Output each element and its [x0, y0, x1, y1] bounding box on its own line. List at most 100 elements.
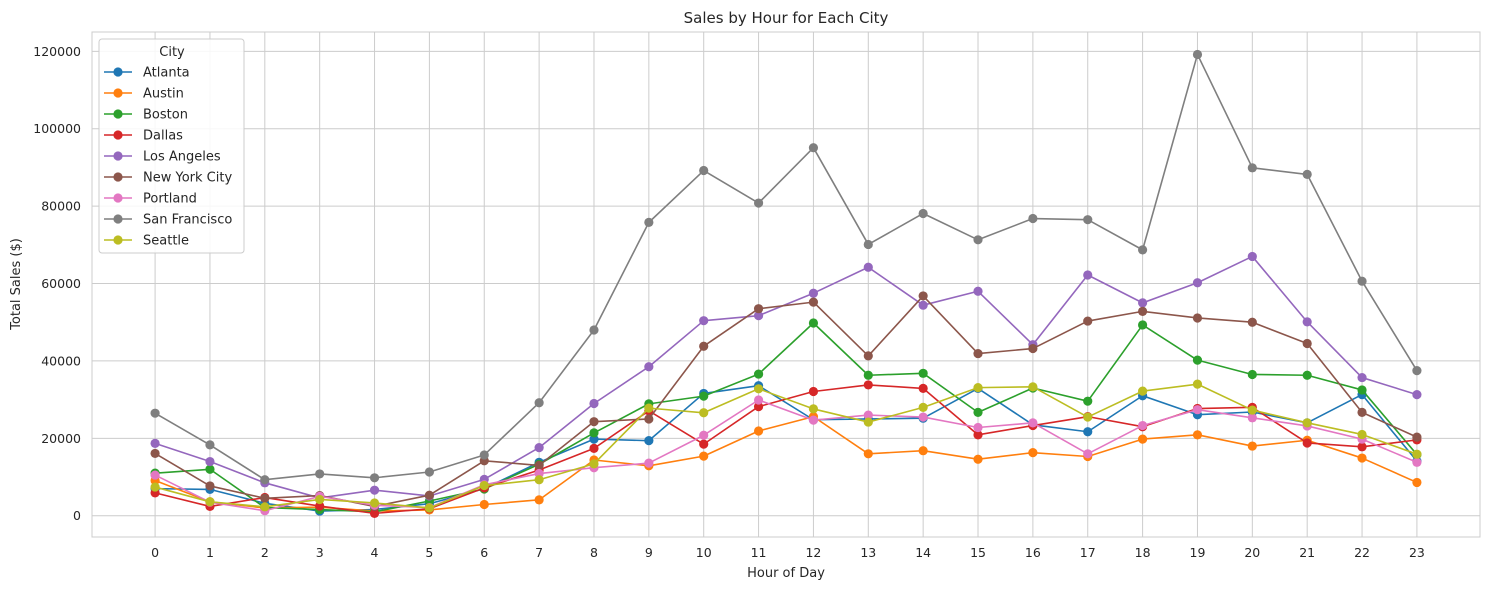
data-point-seattle [973, 383, 983, 393]
data-point-san-francisco [808, 143, 819, 153]
data-point-los-angeles [1247, 251, 1257, 262]
data-point-new-york-city [1412, 432, 1422, 442]
data-point-austin [753, 426, 764, 436]
legend-frame [98, 38, 245, 254]
data-point-seattle [479, 480, 489, 491]
x-axis-ticks: 0 1 2 3 4 5 6 7 8 9 10 11 12 13 14 15 16 17 18 19 20 21 22 23 [151, 545, 1425, 560]
data-point-los-angeles [1357, 372, 1367, 383]
series-line-san-francisco [154, 53, 1418, 481]
data-point-san-francisco [1357, 276, 1367, 286]
x-tick-label: 23 [1409, 545, 1425, 560]
data-point-san-francisco [973, 235, 983, 245]
data-point-new-york-city [150, 448, 160, 459]
y-axis-ticks: 0 20000 40000 60000 80000 100000 120000 [33, 44, 81, 523]
series-group [150, 49, 1422, 518]
legend-swatch-marker [113, 235, 123, 245]
data-point-san-francisco [589, 325, 599, 335]
data-point-los-angeles [918, 300, 928, 310]
series-los-angeles [150, 251, 1422, 503]
legend: City Atlanta Austin Boston Dallas Los Angele… [98, 38, 245, 254]
data-point-new-york-city [1302, 338, 1312, 349]
series-line-austin [154, 415, 1418, 512]
data-point-boston [863, 370, 873, 380]
data-point-new-york-city [1192, 313, 1203, 323]
data-point-seattle [1247, 405, 1257, 415]
data-point-dallas [753, 401, 764, 412]
data-point-portland [863, 410, 873, 420]
legend-item-austin: Austin [104, 87, 184, 102]
data-point-san-francisco [369, 473, 380, 483]
plot-frame [91, 31, 1481, 538]
data-point-dallas [808, 386, 819, 397]
chart-title: Sales by Hour for Each City [684, 9, 889, 27]
x-tick-label: 18 [1135, 545, 1151, 560]
data-point-los-angeles [863, 262, 873, 272]
y-axis-label: Total Sales ($) [9, 238, 24, 331]
data-point-new-york-city [1083, 316, 1093, 326]
legend-item-san-francisco: San Francisco [104, 213, 232, 228]
y-tick-label: 0 [73, 508, 81, 523]
legend-item-portland: Portland [104, 192, 197, 207]
data-point-boston [589, 428, 599, 438]
y-tick-label: 60000 [41, 276, 81, 291]
data-point-san-francisco [479, 450, 489, 460]
data-point-portland [150, 470, 160, 480]
data-point-boston [205, 464, 215, 474]
data-point-new-york-city [260, 493, 270, 503]
legend-label: Los Angeles [143, 150, 221, 165]
x-tick-label: 15 [970, 545, 986, 560]
data-point-san-francisco [150, 408, 160, 418]
legend-label: San Francisco [143, 213, 232, 228]
data-point-los-angeles [534, 443, 544, 453]
data-point-seattle [1028, 382, 1038, 392]
data-point-new-york-city [534, 460, 544, 471]
data-point-atlanta [644, 436, 654, 446]
data-point-san-francisco [260, 475, 270, 485]
y-tick-label: 120000 [33, 44, 81, 59]
data-point-dallas [369, 508, 380, 518]
data-point-los-angeles [1192, 278, 1203, 288]
data-point-san-francisco [1412, 366, 1422, 376]
data-point-new-york-city [973, 348, 983, 359]
data-point-seattle [1192, 379, 1203, 389]
data-point-portland [1028, 418, 1038, 428]
data-point-portland [1412, 457, 1422, 467]
data-point-seattle [644, 403, 654, 413]
x-tick-label: 6 [480, 545, 488, 560]
data-point-dallas [1357, 442, 1367, 452]
legend-item-los-angeles: Los Angeles [104, 150, 221, 165]
legend-item-boston: Boston [104, 108, 188, 123]
data-point-san-francisco [1192, 49, 1203, 60]
data-point-new-york-city [1138, 306, 1148, 316]
data-point-atlanta [1083, 427, 1093, 437]
data-point-los-angeles [150, 438, 160, 448]
y-tick-label: 20000 [41, 431, 81, 446]
data-point-boston [1357, 385, 1367, 395]
data-point-seattle [150, 482, 160, 492]
data-point-austin [1357, 453, 1367, 463]
x-tick-label: 13 [860, 545, 876, 560]
x-tick-label: 10 [696, 545, 712, 560]
data-point-boston [1302, 370, 1312, 380]
plot-area: 0 1 2 3 4 5 6 7 8 9 10 11 12 13 14 15 16 17 18 19 20 21 22 23 0… [33, 31, 1481, 560]
x-tick-label: 0 [151, 545, 159, 560]
legend-label: Atlanta [143, 66, 190, 81]
data-point-boston [808, 318, 819, 328]
legend-label: Seattle [143, 234, 189, 249]
data-point-seattle [1138, 386, 1148, 396]
x-tick-label: 9 [645, 545, 653, 560]
data-point-boston [753, 369, 764, 379]
data-point-austin [1247, 441, 1257, 451]
legend-swatch-marker [113, 67, 123, 77]
series-line-los-angeles [154, 255, 1418, 499]
data-point-portland [644, 458, 654, 468]
data-point-los-angeles [973, 286, 983, 296]
data-point-new-york-city [1028, 343, 1038, 354]
data-point-san-francisco [205, 440, 215, 450]
data-point-austin [1028, 448, 1038, 458]
x-tick-label: 2 [261, 545, 269, 560]
data-point-dallas [863, 380, 873, 390]
data-point-new-york-city [644, 414, 654, 424]
data-point-new-york-city [1247, 317, 1257, 327]
